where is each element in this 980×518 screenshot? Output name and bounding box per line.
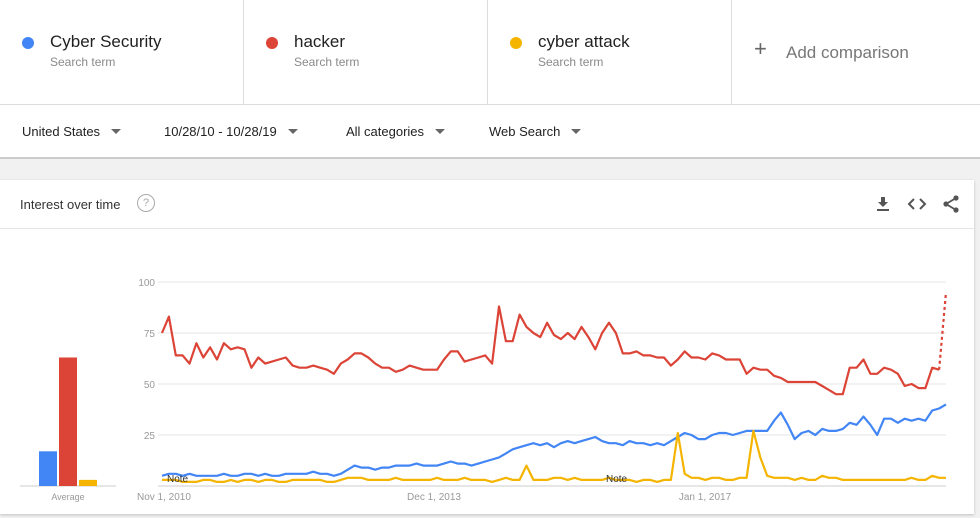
term-color-dot: [510, 37, 522, 49]
category-value: All categories: [346, 124, 425, 139]
caret-down-icon: [571, 129, 582, 134]
series-line: [160, 305, 940, 396]
term-color-dot: [22, 37, 34, 49]
average-label: Average: [51, 492, 84, 502]
region-dropdown[interactable]: United States: [22, 124, 122, 139]
y-tick-label: 25: [144, 431, 156, 442]
card-title: Interest over time: [20, 197, 121, 212]
average-bar: [79, 479, 97, 486]
card-header: Interest over time ?: [0, 180, 974, 229]
term-color-dot: [266, 37, 278, 49]
term-type: Search term: [50, 55, 116, 69]
x-tick-label: Nov 1, 2010: [137, 492, 191, 503]
average-bar: [59, 357, 77, 486]
interest-over-time-card: Interest over time ? 25 50 75 100 Nov 1, 201…: [0, 180, 974, 514]
category-dropdown[interactable]: All categories: [346, 124, 446, 139]
embed-code-icon[interactable]: [907, 194, 927, 214]
term-type: Search term: [538, 55, 604, 69]
search-terms-bar: Cyber Security Search term hacker Search…: [0, 0, 980, 105]
average-bar: [39, 451, 57, 486]
caret-down-icon: [435, 129, 446, 134]
series-line: [162, 429, 946, 483]
y-tick-label: 100: [138, 278, 155, 289]
term-hacker[interactable]: hacker Search term: [244, 0, 488, 104]
caret-down-icon: [111, 129, 122, 134]
filter-bar: United States 10/28/10 - 10/28/19 All ca…: [0, 105, 980, 159]
region-value: United States: [22, 124, 101, 139]
series-line: [161, 403, 947, 477]
search-type-dropdown[interactable]: Web Search: [489, 124, 582, 139]
note-marker: Note: [606, 474, 628, 485]
add-comparison-label: Add comparison: [786, 43, 909, 62]
interest-chart: 25 50 75 100 Nov 1, 2010 Dec 1, 2013 Jan 1, 20…: [20, 278, 948, 503]
term-name: Cyber Security: [50, 32, 162, 51]
date-range-dropdown[interactable]: 10/28/10 - 10/28/19: [164, 124, 298, 139]
date-range-value: 10/28/10 - 10/28/19: [164, 124, 277, 139]
plus-icon: +: [754, 36, 767, 61]
term-type: Search term: [294, 55, 360, 69]
help-icon[interactable]: ?: [137, 194, 155, 212]
x-tick-label: Jan 1, 2017: [679, 492, 732, 503]
y-tick-label: 50: [144, 380, 156, 391]
y-tick-label: 75: [144, 329, 156, 340]
search-type-value: Web Search: [489, 124, 561, 139]
term-cyber-attack[interactable]: cyber attack Search term: [488, 0, 732, 104]
term-name: hacker: [294, 32, 346, 51]
partial-data-line: [938, 292, 948, 370]
caret-down-icon: [287, 129, 298, 134]
download-icon[interactable]: [873, 194, 893, 214]
add-comparison-button[interactable]: + Add comparison: [732, 0, 980, 104]
term-name: cyber attack: [538, 32, 630, 51]
note-marker: Note: [167, 474, 189, 485]
share-icon[interactable]: [941, 194, 961, 214]
x-tick-label: Dec 1, 2013: [407, 492, 461, 503]
term-cyber-security[interactable]: Cyber Security Search term: [0, 0, 244, 104]
